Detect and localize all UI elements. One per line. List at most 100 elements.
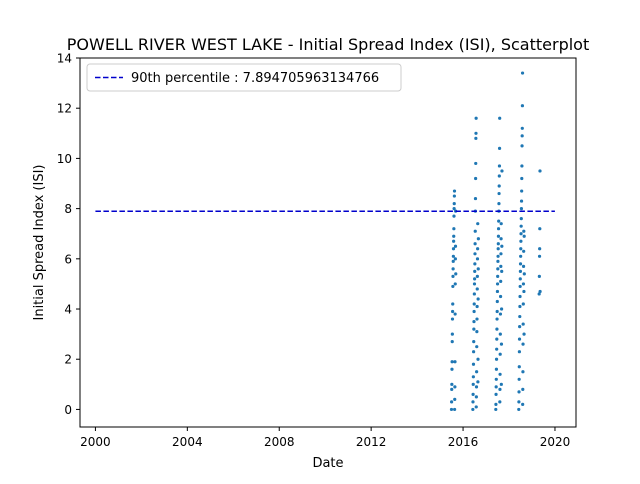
data-point — [499, 264, 503, 268]
data-point — [496, 259, 500, 263]
data-point — [474, 131, 478, 135]
data-point — [522, 229, 526, 233]
data-point — [472, 327, 476, 331]
data-point — [520, 126, 524, 130]
data-point — [452, 239, 456, 243]
data-point — [475, 370, 479, 374]
data-point — [471, 407, 475, 412]
data-point — [453, 360, 457, 364]
data-point — [520, 189, 524, 193]
data-point — [500, 244, 504, 248]
data-point — [475, 257, 480, 261]
data-point — [497, 174, 501, 178]
data-point — [519, 224, 523, 228]
data-point — [521, 302, 525, 306]
data-point — [498, 352, 502, 356]
data-point — [500, 169, 504, 173]
data-point — [518, 277, 522, 281]
data-point — [451, 284, 455, 289]
y-tick-label: 10 — [57, 152, 72, 166]
data-point — [495, 289, 500, 294]
y-axis-label: Initial Spread Index (ISI) — [32, 165, 47, 321]
data-point — [521, 282, 526, 286]
data-point — [452, 227, 456, 231]
data-point — [500, 269, 504, 273]
data-point — [473, 262, 477, 266]
data-point — [451, 247, 456, 251]
data-point — [497, 201, 501, 206]
data-point — [476, 267, 480, 271]
data-point — [473, 196, 478, 201]
data-point — [517, 400, 521, 404]
data-point — [475, 304, 479, 309]
data-point — [498, 400, 502, 404]
data-point — [452, 201, 456, 206]
data-point — [473, 252, 477, 256]
data-point — [517, 350, 522, 354]
data-point — [537, 274, 541, 278]
data-point — [522, 234, 526, 238]
data-point — [517, 377, 521, 381]
data-point — [473, 277, 477, 281]
y-tick-label: 0 — [64, 403, 72, 417]
data-point — [472, 302, 476, 306]
x-tick-label: 2000 — [80, 435, 111, 449]
data-point — [451, 274, 455, 278]
data-point — [496, 234, 501, 238]
data-point — [520, 144, 524, 148]
data-point — [499, 342, 504, 346]
data-point — [476, 297, 480, 301]
data-point — [521, 322, 525, 326]
data-point — [471, 362, 476, 366]
data-point — [453, 397, 457, 401]
plot-frame — [79, 57, 577, 428]
data-point — [472, 350, 476, 354]
data-point — [495, 309, 499, 314]
y-tick-label: 2 — [64, 353, 72, 367]
data-point — [520, 176, 524, 181]
data-point — [517, 365, 521, 369]
data-point — [494, 367, 499, 371]
data-point — [519, 217, 523, 221]
data-point — [499, 279, 503, 284]
data-point — [518, 262, 523, 266]
data-point — [476, 237, 480, 241]
data-point — [517, 407, 521, 412]
data-point — [453, 282, 457, 286]
y-axis: 0 2 4 6 8 10 12 14 — [57, 52, 80, 417]
data-point — [495, 327, 499, 331]
x-tick-label: 2016 — [448, 435, 479, 449]
data-point — [494, 385, 498, 389]
data-point — [453, 385, 457, 389]
data-point — [474, 136, 478, 140]
data-point — [537, 292, 541, 296]
data-point — [471, 375, 475, 379]
data-point — [452, 194, 456, 198]
legend-label: 90th percentile : 7.894705963134766 — [131, 71, 379, 86]
y-tick-label: 4 — [64, 303, 72, 317]
data-point — [521, 370, 525, 374]
data-point — [450, 332, 454, 336]
data-point — [472, 340, 476, 344]
data-point — [521, 264, 526, 268]
data-point — [474, 161, 478, 166]
data-point — [518, 324, 522, 329]
data-point — [452, 234, 456, 238]
data-point — [522, 249, 526, 253]
data-point — [497, 164, 502, 168]
data-point — [497, 219, 501, 223]
data-point — [495, 347, 499, 351]
data-point — [520, 134, 524, 138]
data-point — [498, 116, 502, 120]
data-point — [495, 337, 499, 341]
data-point — [499, 252, 503, 256]
data-point — [494, 392, 498, 396]
x-tick-label: 2020 — [540, 435, 571, 449]
data-point — [451, 259, 455, 263]
data-point — [538, 169, 542, 173]
data-point — [450, 400, 454, 404]
data-point — [499, 237, 503, 241]
data-point — [498, 332, 502, 336]
